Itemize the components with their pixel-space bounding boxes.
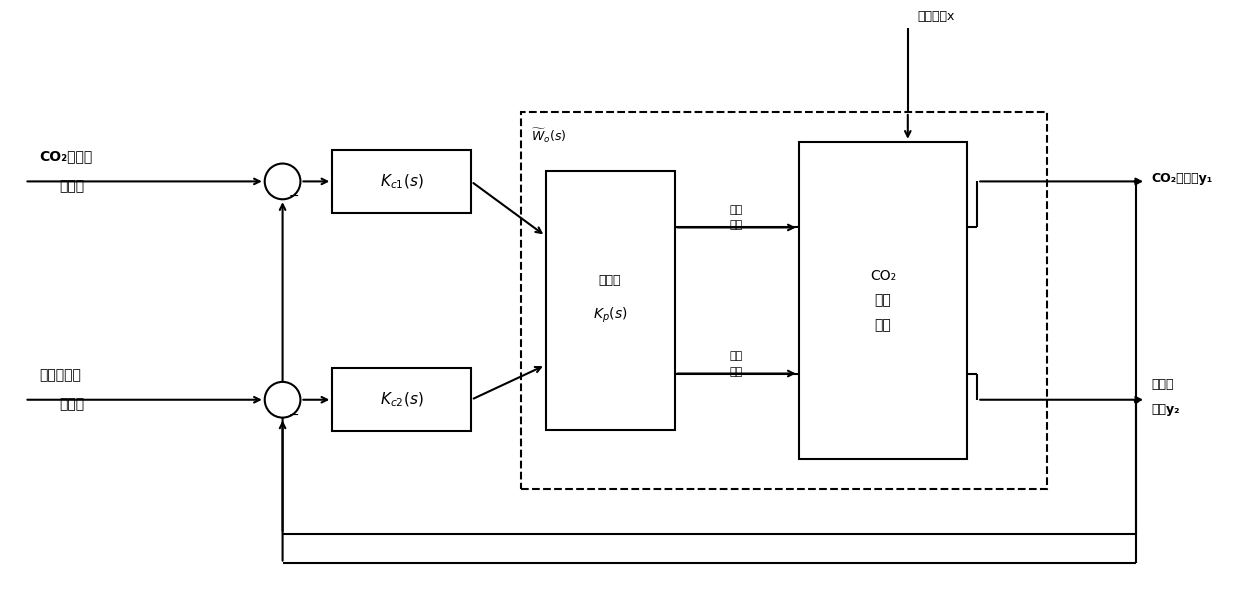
Text: 再沫器: 再沫器	[1151, 379, 1173, 391]
Text: $-$: $-$	[288, 407, 299, 421]
Text: $K_{c2}(s)$: $K_{c2}(s)$	[379, 391, 424, 409]
Text: 试验的: 试验的	[599, 274, 621, 287]
Text: $\widetilde{W}_o(s)$: $\widetilde{W}_o(s)$	[531, 127, 567, 145]
Text: 设定値: 设定値	[60, 398, 84, 412]
Text: 捕集: 捕集	[874, 293, 892, 308]
Text: CO₂: CO₂	[870, 269, 897, 282]
Bar	[546, 171, 675, 430]
Text: 设定値: 设定値	[60, 179, 84, 194]
Text: 温度y₂: 温度y₂	[1151, 403, 1179, 416]
Circle shape	[264, 382, 300, 418]
Bar	[799, 142, 967, 459]
Bar	[521, 112, 1047, 489]
Circle shape	[264, 163, 300, 200]
Bar	[332, 150, 471, 213]
Text: 烟气流量x: 烟气流量x	[918, 10, 955, 23]
Text: 流量: 流量	[730, 367, 743, 377]
Text: 再沫器温度: 再沫器温度	[40, 368, 82, 382]
Text: 流量: 流量	[730, 221, 743, 230]
Text: 抓汽: 抓汽	[730, 350, 743, 361]
Text: $K_{c1}(s)$: $K_{c1}(s)$	[379, 172, 424, 191]
Text: 贫液: 贫液	[730, 204, 743, 215]
Text: CO₂捕集率y₁: CO₂捕集率y₁	[1151, 172, 1213, 185]
Bar	[332, 368, 471, 432]
Text: $K_p(s)$: $K_p(s)$	[593, 306, 627, 325]
Text: $-$: $-$	[288, 189, 299, 202]
Text: 系统: 系统	[874, 319, 892, 332]
Text: CO₂捕集率: CO₂捕集率	[40, 150, 93, 163]
